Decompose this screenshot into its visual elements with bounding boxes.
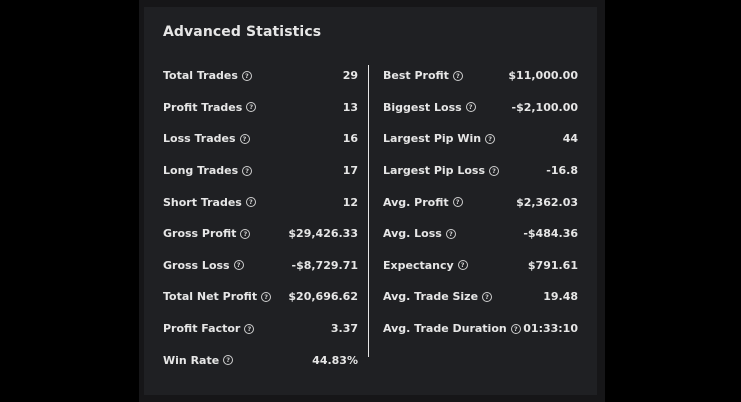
question-circle-icon[interactable]: ? [245, 197, 256, 208]
stat-value: 13 [342, 100, 358, 114]
stat-value: -$484.36 [523, 227, 578, 241]
question-circle-icon[interactable]: ? [246, 102, 257, 113]
question-circle-icon[interactable]: ? [239, 133, 250, 144]
stat-value: 29 [342, 69, 358, 83]
stat-label: Biggest Loss [383, 100, 462, 114]
stat-value: -$8,729.71 [291, 258, 359, 272]
question-circle-icon[interactable]: ? [489, 165, 500, 176]
stat-label: Gross Loss [163, 258, 230, 272]
stat-row-best-profit: Best Profit? $11,000.00 [383, 60, 578, 92]
stat-row-short-trades: Short Trades? 12 [163, 186, 358, 218]
stat-row-loss-trades: Loss Trades? 16 [163, 123, 358, 155]
stat-row-gross-profit: Gross Profit? $29,426.33 [163, 218, 358, 250]
advanced-statistics-card: Advanced Statistics Total Trades? 29 Pro… [144, 7, 597, 395]
stat-value: 16 [342, 132, 358, 146]
stat-label: Avg. Loss [383, 227, 442, 241]
stat-value: 19.48 [543, 290, 578, 304]
stat-value: $29,426.33 [288, 227, 358, 241]
stat-value: -$2,100.00 [511, 100, 579, 114]
stat-row-long-trades: Long Trades? 17 [163, 155, 358, 187]
panel-title: Advanced Statistics [163, 24, 322, 40]
stat-row-avg-loss: Avg. Loss? -$484.36 [383, 218, 578, 250]
question-circle-icon[interactable]: ? [261, 291, 272, 302]
stat-row-profit-factor: Profit Factor? 3.37 [163, 313, 358, 345]
stat-row-expectancy: Expectancy? $791.61 [383, 250, 578, 282]
stat-label: Best Profit [383, 69, 449, 83]
stat-value: $11,000.00 [508, 69, 578, 83]
stat-label: Avg. Trade Duration [383, 322, 507, 336]
stat-label: Short Trades [163, 195, 242, 209]
stat-value: 44.83% [312, 353, 358, 367]
stat-label: Largest Pip Loss [383, 164, 486, 178]
stat-label: Avg. Profit [383, 195, 449, 209]
stat-value: 3.37 [330, 322, 358, 336]
question-circle-icon[interactable]: ? [465, 102, 476, 113]
stat-row-avg-trade-size: Avg. Trade Size? 19.48 [383, 281, 578, 313]
stat-value: $20,696.62 [288, 290, 358, 304]
question-circle-icon[interactable]: ? [457, 260, 468, 271]
stat-row-biggest-loss: Biggest Loss? -$2,100.00 [383, 92, 578, 124]
question-circle-icon[interactable]: ? [452, 197, 463, 208]
question-circle-icon[interactable]: ? [242, 165, 253, 176]
stat-row-largest-pip-loss: Largest Pip Loss? -16.8 [383, 155, 578, 187]
column-divider [368, 65, 369, 357]
stat-value: $791.61 [527, 258, 578, 272]
question-circle-icon[interactable]: ? [233, 260, 244, 271]
stat-label: Gross Profit [163, 227, 237, 241]
stat-row-total-trades: Total Trades? 29 [163, 60, 358, 92]
stat-label: Win Rate [163, 353, 220, 367]
left-stats-column: Total Trades? 29 Profit Trades? 13 Loss … [163, 60, 358, 376]
stat-row-win-rate: Win Rate? 44.83% [163, 344, 358, 376]
stat-row-avg-profit: Avg. Profit? $2,362.03 [383, 186, 578, 218]
stat-value: 01:33:10 [523, 322, 578, 336]
stat-row-profit-trades: Profit Trades? 13 [163, 92, 358, 124]
stat-label: Total Trades [163, 69, 238, 83]
stat-label: Long Trades [163, 164, 239, 178]
stat-value: -16.8 [546, 164, 578, 178]
question-circle-icon[interactable]: ? [482, 291, 493, 302]
stat-label: Loss Trades [163, 132, 236, 146]
stat-label: Avg. Trade Size [383, 290, 479, 304]
stat-value: 17 [342, 164, 358, 178]
stats-panel-container: Advanced Statistics Total Trades? 29 Pro… [139, 0, 605, 402]
stat-value: $2,362.03 [516, 195, 578, 209]
stat-label: Profit Factor [163, 322, 241, 336]
stat-value: 44 [562, 132, 578, 146]
stat-label: Profit Trades [163, 100, 243, 114]
question-circle-icon[interactable]: ? [223, 355, 234, 366]
question-circle-icon[interactable]: ? [452, 70, 463, 81]
stat-label: Largest Pip Win [383, 132, 482, 146]
stat-row-avg-trade-duration: Avg. Trade Duration? 01:33:10 [383, 313, 578, 345]
question-circle-icon[interactable]: ? [241, 70, 252, 81]
question-circle-icon[interactable]: ? [485, 133, 496, 144]
stat-value: 12 [342, 195, 358, 209]
stat-label: Expectancy [383, 258, 454, 272]
question-circle-icon[interactable]: ? [445, 228, 456, 239]
stat-row-total-net-profit: Total Net Profit? $20,696.62 [163, 281, 358, 313]
right-stats-column: Best Profit? $11,000.00 Biggest Loss? -$… [383, 60, 578, 344]
question-circle-icon[interactable]: ? [244, 323, 255, 334]
question-circle-icon[interactable]: ? [240, 228, 251, 239]
stat-row-largest-pip-win: Largest Pip Win? 44 [383, 123, 578, 155]
stat-row-gross-loss: Gross Loss? -$8,729.71 [163, 250, 358, 282]
stat-label: Total Net Profit [163, 290, 258, 304]
question-circle-icon[interactable]: ? [510, 323, 521, 334]
